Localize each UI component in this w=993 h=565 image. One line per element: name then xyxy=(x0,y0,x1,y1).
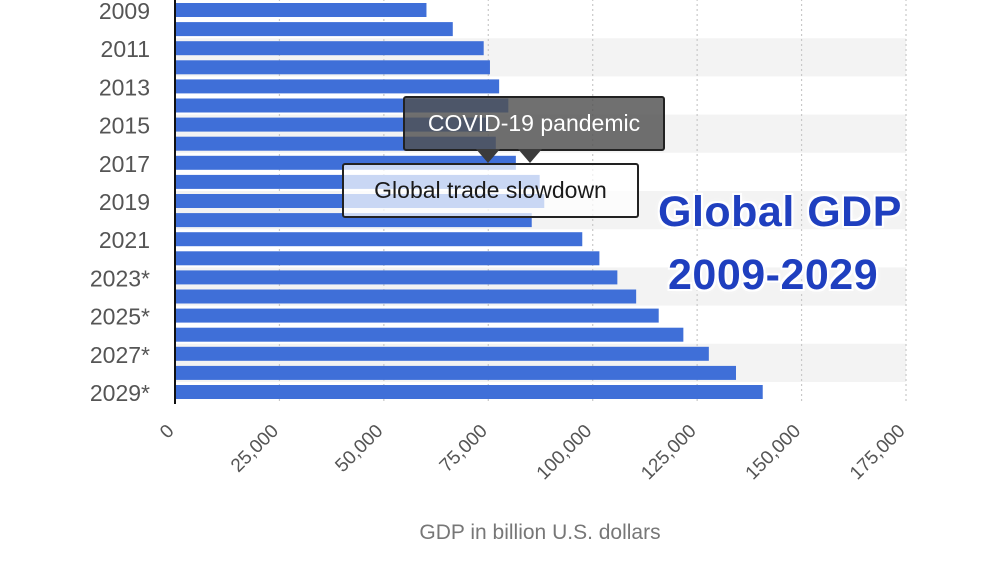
chart-title-line-1: Global GDP xyxy=(658,188,902,236)
bar-2024-projected xyxy=(175,289,637,304)
bar-2010 xyxy=(175,22,453,37)
chart-title-line-2: 2009-2029 xyxy=(668,251,879,299)
y-tick-label: 2009 xyxy=(99,0,150,24)
x-axis: 0 25,000 50,000 75,000 100,000 125,000 150,000… xyxy=(156,421,909,484)
x-tick-label: 150,000 xyxy=(742,421,805,484)
y-tick-label: 2011 xyxy=(101,36,150,62)
y-tick-label: 2021 xyxy=(99,227,150,253)
bar-2009 xyxy=(175,3,427,17)
y-tick-label: 2023* xyxy=(90,265,150,291)
bar-2026-projected xyxy=(175,327,684,342)
y-tick-label: 2027* xyxy=(90,342,150,368)
x-axis-label: GDP in billion U.S. dollars xyxy=(419,521,661,544)
y-tick-label: 2019 xyxy=(99,189,150,215)
bar-2023-projected xyxy=(175,270,618,285)
x-tick-label: 25,000 xyxy=(227,421,283,477)
x-tick-label: 125,000 xyxy=(637,421,700,484)
y-tick-label: 2029* xyxy=(90,380,150,406)
x-tick-label: 75,000 xyxy=(436,421,492,477)
y-tick-label: 2025* xyxy=(90,304,150,330)
annotation-global-trade-slowdown: Global trade slowdown xyxy=(342,163,639,218)
bar-2021 xyxy=(175,232,583,247)
x-tick-label: 175,000 xyxy=(846,421,909,484)
y-tick-label: 2015 xyxy=(99,113,150,139)
bar-2025-projected xyxy=(175,308,659,323)
bar-2028-projected xyxy=(175,365,736,380)
bar-2011 xyxy=(175,41,484,56)
bar-2029-projected xyxy=(175,385,763,399)
x-tick-label: 100,000 xyxy=(533,421,596,484)
annotation-covid-19-pandemic: COVID-19 pandemic xyxy=(403,96,665,151)
y-tick-label: 2017 xyxy=(99,151,150,177)
annotation-pointer-left xyxy=(476,149,500,163)
y-axis: 2009 2011 2013 2015 2017 2019 2021 2023* 2025* 20… xyxy=(90,0,176,406)
bar-2012 xyxy=(175,60,490,75)
bar-2013 xyxy=(175,79,500,94)
x-tick-label: 0 xyxy=(156,421,178,443)
x-tick-label: 50,000 xyxy=(331,421,387,477)
bar-2027-projected xyxy=(175,346,709,361)
y-tick-label: 2013 xyxy=(99,74,150,100)
annotation-pointer-right xyxy=(518,149,542,163)
bar-2022 xyxy=(175,251,600,266)
